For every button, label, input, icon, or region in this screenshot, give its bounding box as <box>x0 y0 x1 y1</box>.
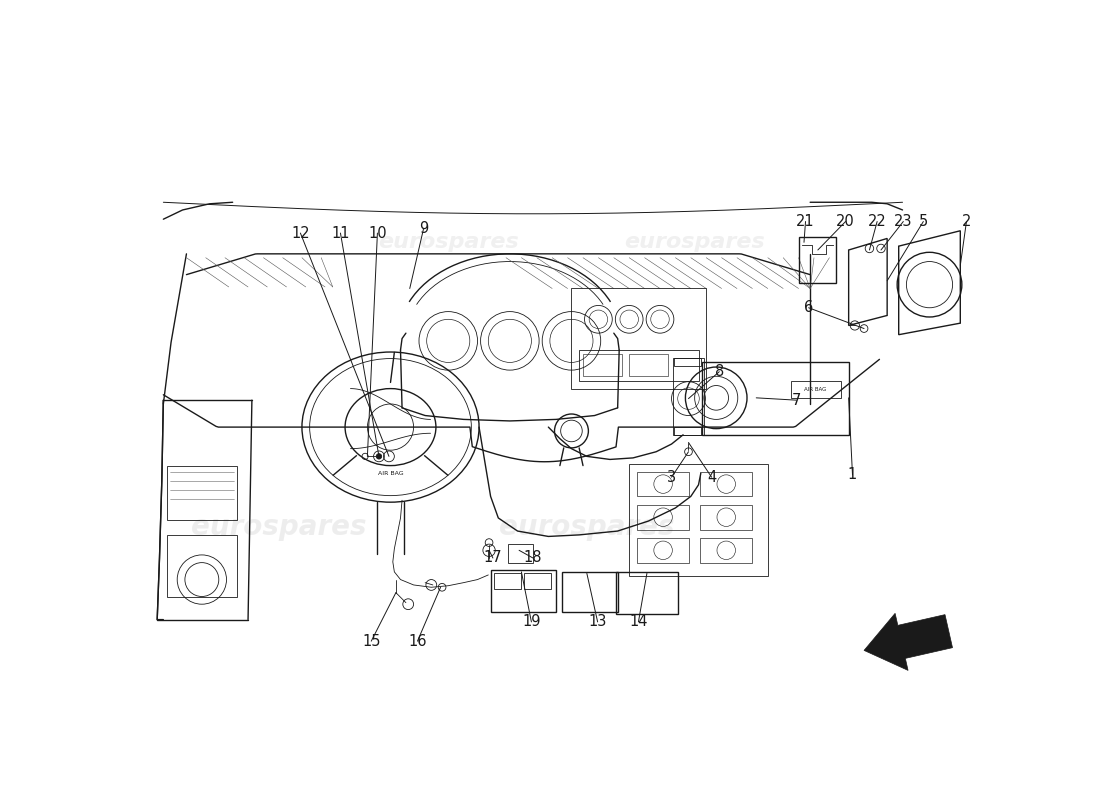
Text: 9: 9 <box>419 221 428 236</box>
Bar <box>674 358 701 366</box>
Text: 10: 10 <box>368 226 387 241</box>
Circle shape <box>376 454 382 459</box>
Bar <box>629 464 768 576</box>
Text: 22: 22 <box>868 214 887 229</box>
Polygon shape <box>865 614 953 670</box>
Text: 18: 18 <box>524 550 542 566</box>
Text: 19: 19 <box>522 614 541 630</box>
Text: 1: 1 <box>848 467 857 482</box>
Text: 17: 17 <box>484 550 503 566</box>
Text: 13: 13 <box>588 614 607 630</box>
Text: eurospares: eurospares <box>499 514 674 541</box>
Text: 16: 16 <box>408 634 427 649</box>
Bar <box>700 472 752 496</box>
Text: AIR BAG: AIR BAG <box>377 470 404 476</box>
Text: 7: 7 <box>792 393 801 408</box>
Bar <box>703 362 849 435</box>
Text: 14: 14 <box>629 614 648 630</box>
Bar <box>637 505 690 530</box>
Text: 21: 21 <box>796 214 815 229</box>
Bar <box>700 505 752 530</box>
Bar <box>700 538 752 562</box>
Bar <box>495 574 521 589</box>
Text: 2: 2 <box>961 214 971 229</box>
Text: 15: 15 <box>362 634 381 649</box>
Text: 20: 20 <box>836 214 855 229</box>
Text: eurospares: eurospares <box>625 232 764 252</box>
Bar <box>637 472 690 496</box>
Text: eurospares: eurospares <box>191 514 366 541</box>
Bar <box>799 237 836 283</box>
Bar <box>508 544 534 562</box>
Text: eurospares: eurospares <box>378 232 518 252</box>
Text: 5: 5 <box>918 214 928 229</box>
Bar <box>791 381 840 398</box>
Bar <box>629 354 668 375</box>
Bar <box>491 570 557 612</box>
Bar <box>524 574 551 589</box>
Text: 6: 6 <box>804 300 813 315</box>
Bar <box>167 535 236 597</box>
Bar <box>572 289 706 389</box>
Text: 8: 8 <box>715 364 724 379</box>
Text: 4: 4 <box>707 470 716 485</box>
Text: 3: 3 <box>667 470 676 485</box>
Bar <box>583 354 621 375</box>
Bar <box>637 538 690 562</box>
Bar <box>167 466 236 519</box>
Text: 12: 12 <box>292 226 310 241</box>
Bar <box>580 350 698 381</box>
Text: AIR BAG: AIR BAG <box>804 387 827 392</box>
Bar <box>562 572 618 612</box>
Text: 23: 23 <box>894 214 913 229</box>
Text: 11: 11 <box>331 226 350 241</box>
Bar <box>616 572 678 614</box>
Bar <box>674 427 701 435</box>
